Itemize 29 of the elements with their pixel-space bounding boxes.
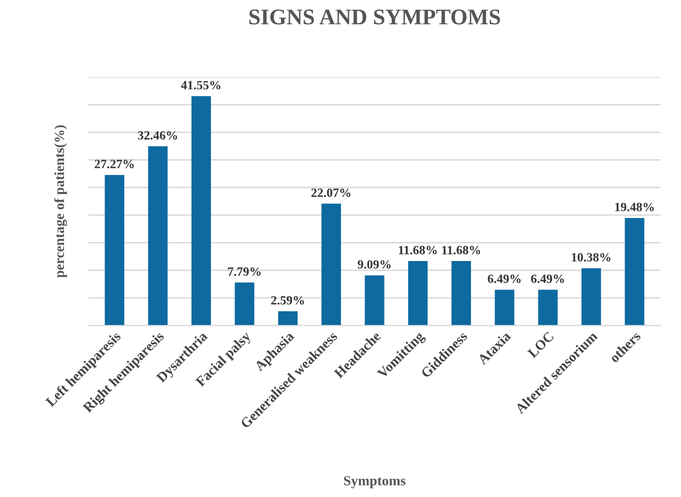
bar bbox=[624, 218, 644, 326]
bar bbox=[191, 96, 211, 326]
bar bbox=[494, 290, 514, 326]
data-label: 27.27% bbox=[94, 160, 134, 168]
data-label: 11.68% bbox=[398, 246, 437, 254]
data-label: 41.55% bbox=[181, 80, 220, 90]
bar bbox=[148, 146, 168, 326]
chart-title: SIGNS AND SYMPTOMS bbox=[249, 10, 500, 24]
y-axis-title: percentage of patients(%) bbox=[54, 125, 67, 278]
data-label: 7.79% bbox=[228, 267, 261, 276]
data-label: 2.59% bbox=[271, 296, 304, 305]
data-label: 22.07% bbox=[311, 188, 350, 198]
bar bbox=[321, 204, 341, 326]
data-label: 32.46% bbox=[138, 131, 178, 140]
bar bbox=[581, 268, 601, 326]
bar bbox=[278, 311, 298, 326]
bar bbox=[538, 290, 558, 326]
data-label: 9.09% bbox=[358, 260, 391, 269]
data-label: 11.68% bbox=[442, 246, 480, 254]
bar bbox=[234, 282, 254, 326]
bar bbox=[104, 174, 124, 326]
bar bbox=[364, 275, 384, 326]
bar bbox=[451, 261, 471, 326]
data-label: 10.38% bbox=[572, 253, 610, 262]
data-label: 6.49% bbox=[488, 274, 521, 284]
data-label: 19.48% bbox=[615, 202, 654, 212]
x-axis-title: Symptoms bbox=[344, 476, 406, 488]
data-label: 6.49% bbox=[531, 274, 564, 284]
bar bbox=[408, 261, 428, 326]
